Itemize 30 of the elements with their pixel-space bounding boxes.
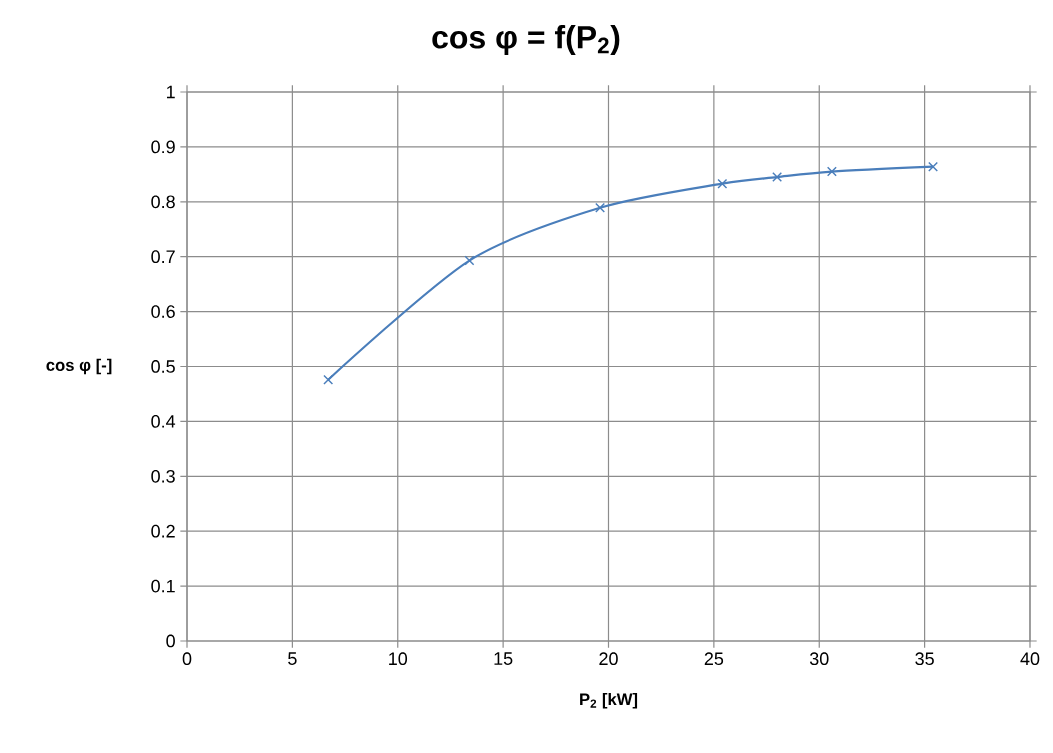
x-axis-title: P$_{2}$ [kW] bbox=[580, 692, 638, 709]
point bbox=[717, 178, 728, 189]
y-tick-label: 1 bbox=[167, 85, 175, 99]
point bbox=[772, 172, 783, 183]
y-tick-label: 0.6 bbox=[151, 305, 175, 318]
x-tick-label: 20 bbox=[599, 652, 618, 666]
y-tick-label: 0.7 bbox=[151, 250, 175, 264]
y-axis-title: cos φ [-] bbox=[46, 358, 112, 375]
chart-title: cos φ = f(P$_{2}$) bbox=[432, 25, 620, 55]
x-tick-label: 30 bbox=[809, 652, 829, 666]
y-tick-label: 0.5 bbox=[151, 360, 175, 373]
x-tick-label: 10 bbox=[389, 652, 408, 666]
y-tick-label: 0.1 bbox=[151, 579, 175, 593]
x-tick-label: 15 bbox=[494, 652, 513, 665]
y-tick-label: 0.9 bbox=[151, 140, 175, 154]
point bbox=[928, 161, 939, 172]
point bbox=[464, 255, 475, 266]
x-tick-label: 0 bbox=[182, 652, 192, 666]
x-tick-label: 5 bbox=[288, 652, 297, 665]
point bbox=[826, 166, 837, 177]
x-tick-label: 25 bbox=[704, 652, 724, 666]
point bbox=[323, 374, 334, 385]
y-tick-label: 0 bbox=[166, 634, 175, 648]
y-tick-label: 0.8 bbox=[151, 195, 175, 209]
point bbox=[595, 202, 606, 213]
x-tick-label: 35 bbox=[915, 652, 934, 666]
y-tick-label: 0.2 bbox=[151, 524, 175, 538]
y-tick-label: 0.3 bbox=[151, 469, 175, 483]
x-tick-label: 40 bbox=[1020, 652, 1040, 666]
y-tick-label: 0.4 bbox=[151, 415, 176, 428]
